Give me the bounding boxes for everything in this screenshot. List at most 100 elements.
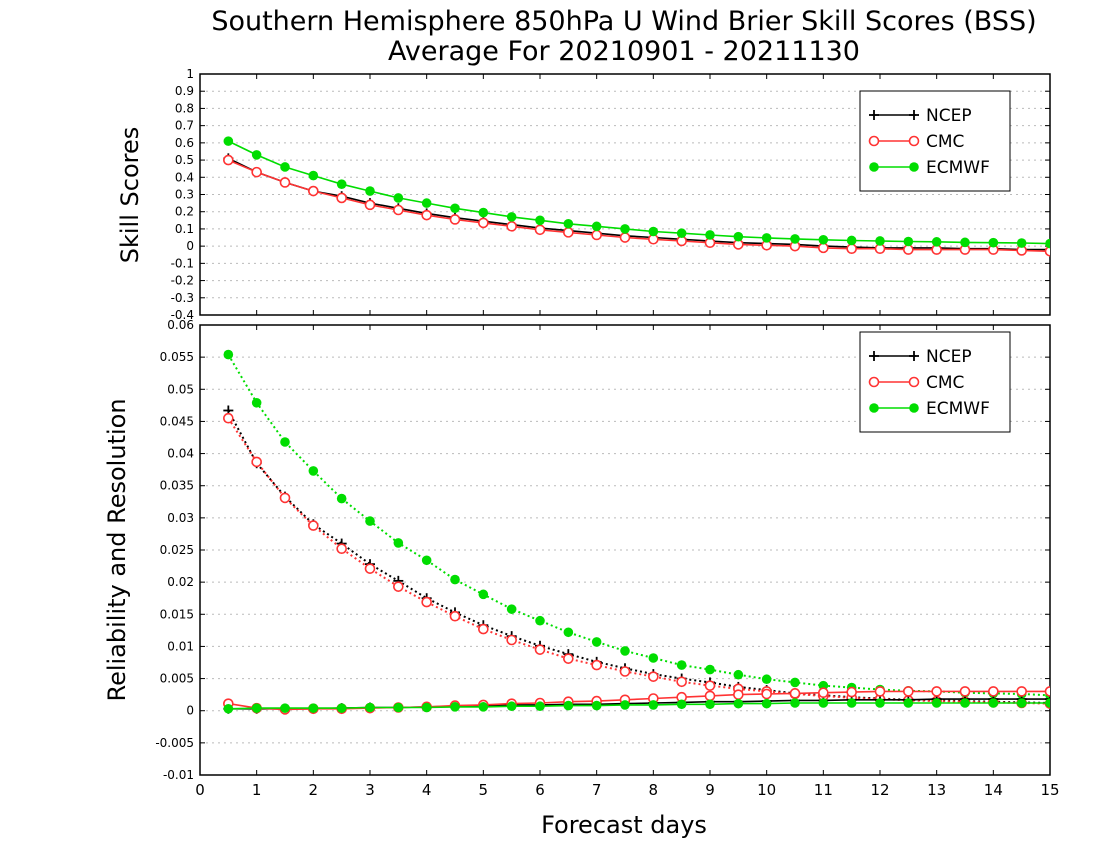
x-tick-label: 0 <box>195 781 205 799</box>
marker-ecmwf-16 <box>676 228 687 239</box>
marker-cmc-17 <box>704 690 716 702</box>
marker-ecmwf-0 <box>223 136 234 146</box>
marker-ecmwf-2 <box>280 703 290 713</box>
marker-ecmwf-15 <box>648 653 659 663</box>
marker-ecmwf-2 <box>280 437 290 447</box>
x-tick-label: 12 <box>870 781 889 799</box>
legend: NCEP CMC ECMWF <box>859 331 1011 433</box>
marker-cmc-4 <box>336 192 347 204</box>
marker-cmc-10 <box>506 221 517 232</box>
marker-ecmwf-20 <box>790 677 800 688</box>
marker-ecmwf-26 <box>960 698 970 708</box>
series-ncep-resolution <box>223 405 1050 708</box>
y-tick-label: 0.6 <box>175 136 194 150</box>
marker-cmc-20 <box>789 688 801 699</box>
marker-ecmwf-25 <box>931 698 942 708</box>
marker-ecmwf-19 <box>761 698 772 709</box>
legend-label: CMC <box>926 132 964 152</box>
marker-ecmwf-23 <box>875 698 885 708</box>
marker-ecmwf-11 <box>535 615 545 626</box>
reliability-resolution-panel: 0.060.0550.050.0450.040.0350.030.0250.02… <box>155 318 1059 799</box>
marker-ecmwf-17 <box>705 699 715 710</box>
y-tick-label: 0.055 <box>160 350 194 364</box>
marker-cmc-8 <box>449 214 461 225</box>
series-cmc <box>223 154 1050 257</box>
marker-cmc-6 <box>393 581 404 592</box>
series-line-ncep <box>227 410 1050 704</box>
plot-frame <box>199 73 1051 316</box>
y-tick-label: 0 <box>186 239 194 253</box>
skill-scores-panel: 1 0.9 0.8 0.7 0.6 0.5 0.4 0.3 0.2 0.1 0 -0.1 -0.2 -0.… <box>171 67 1051 322</box>
plot-frame <box>199 324 1051 776</box>
x-axis-label: Forecast days <box>541 811 707 839</box>
x-tick-label: 13 <box>927 781 946 799</box>
x-tick-label: 2 <box>309 781 319 799</box>
marker-ecmwf-8 <box>450 203 460 214</box>
y-tick-label: 0 <box>186 704 194 718</box>
x-tick-label: 1 <box>252 781 262 799</box>
marker-ecmwf-20 <box>790 234 800 244</box>
legend-item-cmc: CMC <box>868 132 964 152</box>
marker-ecmwf-22 <box>846 698 857 708</box>
marker-cmc-13 <box>591 229 602 241</box>
marker-cmc-21 <box>818 242 829 254</box>
marker-legend-cmc-b <box>908 135 920 147</box>
marker-legend-ncep-b <box>909 110 919 120</box>
y-tick-label: 0.4 <box>175 170 194 184</box>
marker-ecmwf-28 <box>1016 238 1027 248</box>
marker-ecmwf-21 <box>818 234 829 245</box>
marker-cmc-0 <box>223 412 234 424</box>
marker-cmc-24 <box>903 686 914 697</box>
marker-ecmwf-10 <box>506 604 517 614</box>
marker-ecmwf-16 <box>676 699 687 710</box>
y-tick-label: 0.7 <box>175 119 194 133</box>
chart-subtitle: Average For 20210901 - 20211130 <box>388 36 860 67</box>
marker-ecmwf-8 <box>450 574 460 585</box>
series-line-cmc <box>228 690 1050 711</box>
marker-ecmwf-22 <box>846 235 857 246</box>
marker-ecmwf-3 <box>308 466 319 476</box>
marker-ecmwf-18 <box>733 669 744 680</box>
marker-ecmwf-5 <box>365 702 375 713</box>
marker-ecmwf-12 <box>563 700 574 711</box>
marker-ecmwf-3 <box>308 170 319 181</box>
y-tick-label: 0.06 <box>167 318 194 332</box>
marker-ecmwf-0 <box>223 349 234 360</box>
y-tick-label: -0.4 <box>171 308 194 322</box>
x-tick-label: 3 <box>365 781 375 799</box>
legend-item-ecmwf: ECMWF <box>869 399 990 419</box>
legend-label: CMC <box>926 373 964 393</box>
marker-ecmwf-19 <box>761 674 772 685</box>
marker-ecmwf-17 <box>705 230 715 240</box>
marker-ecmwf-29 <box>1045 698 1050 708</box>
marker-ecmwf-14 <box>620 700 630 710</box>
marker-legend-ecmwf-a <box>869 403 879 413</box>
marker-cmc-4 <box>336 543 347 555</box>
marker-ecmwf-27 <box>988 698 999 708</box>
marker-cmc-11 <box>534 644 546 655</box>
marker-ecmwf-20 <box>790 698 800 708</box>
x-tick-label: 5 <box>479 781 489 799</box>
marker-cmc-2 <box>279 177 291 188</box>
marker-cmc-7 <box>421 596 432 608</box>
marker-ecmwf-14 <box>620 224 630 234</box>
marker-cmc-7 <box>421 209 432 221</box>
marker-cmc-27 <box>988 686 999 697</box>
marker-ecmwf-9 <box>478 702 489 712</box>
y-tick-label: 0.02 <box>167 575 194 589</box>
y-tick-label: 0.03 <box>167 511 194 525</box>
marker-cmc-17 <box>704 680 716 691</box>
marker-cmc-10 <box>506 634 517 646</box>
legend-item-cmc: CMC <box>868 373 964 393</box>
marker-ecmwf-24 <box>903 698 914 708</box>
marker-cmc-2 <box>279 492 291 504</box>
y-axis-label-skill-scores: Skill Scores <box>116 127 144 264</box>
marker-cmc-14 <box>619 666 631 677</box>
marker-cmc-3 <box>308 520 319 531</box>
marker-cmc-13 <box>591 659 602 671</box>
marker-legend-cmc-b <box>908 376 920 388</box>
y-tick-label: 0.1 <box>175 222 194 236</box>
y-tick-label: -0.3 <box>171 291 194 305</box>
y-tick-label: -0.005 <box>155 736 194 750</box>
marker-ecmwf-25 <box>931 237 942 247</box>
